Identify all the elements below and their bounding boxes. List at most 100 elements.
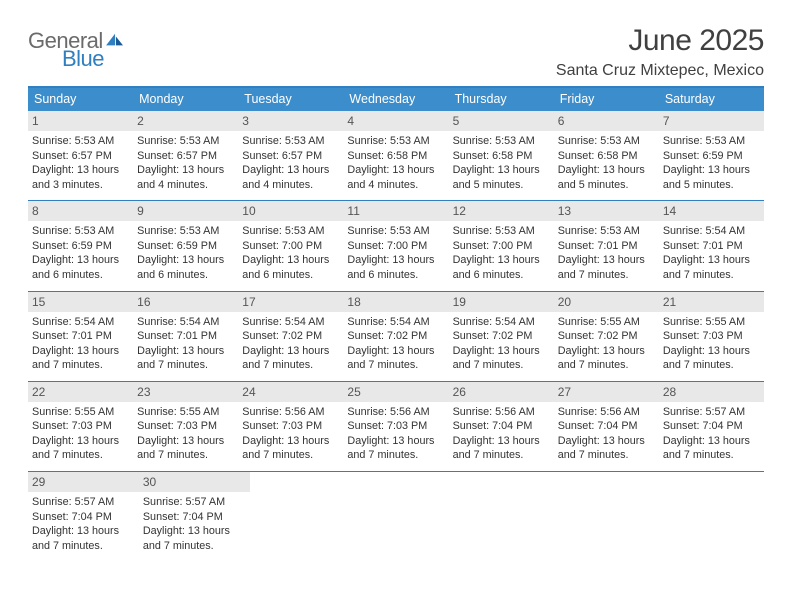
sunset-line: Sunset: 6:57 PM <box>137 149 234 164</box>
sunset-line: Sunset: 7:02 PM <box>242 329 339 344</box>
day-cell: 16Sunrise: 5:54 AMSunset: 7:01 PMDayligh… <box>133 292 238 381</box>
day-cell: 29Sunrise: 5:57 AMSunset: 7:04 PMDayligh… <box>28 472 139 561</box>
day-number: 14 <box>659 201 764 221</box>
daylight-line: Daylight: 13 hours and 7 minutes. <box>558 344 655 373</box>
day-number: 21 <box>659 292 764 312</box>
sunset-line: Sunset: 7:01 PM <box>137 329 234 344</box>
day-number: 7 <box>659 111 764 131</box>
sunset-line: Sunset: 7:04 PM <box>558 419 655 434</box>
sunset-line: Sunset: 7:03 PM <box>663 329 760 344</box>
week-row: 1Sunrise: 5:53 AMSunset: 6:57 PMDaylight… <box>28 111 764 201</box>
day-cell: 13Sunrise: 5:53 AMSunset: 7:01 PMDayligh… <box>554 201 659 290</box>
sunrise-line: Sunrise: 5:57 AM <box>663 405 760 420</box>
sunset-line: Sunset: 7:04 PM <box>453 419 550 434</box>
logo-text-blue: Blue <box>62 48 125 70</box>
weekday-header: Wednesday <box>343 88 448 111</box>
sunset-line: Sunset: 7:04 PM <box>32 510 135 525</box>
location-label: Santa Cruz Mixtepec, Mexico <box>556 62 764 80</box>
calendar-grid: Sunday Monday Tuesday Wednesday Thursday… <box>28 86 764 561</box>
daylight-line: Daylight: 13 hours and 7 minutes. <box>242 434 339 463</box>
day-cell: 24Sunrise: 5:56 AMSunset: 7:03 PMDayligh… <box>238 382 343 471</box>
day-cell: 8Sunrise: 5:53 AMSunset: 6:59 PMDaylight… <box>28 201 133 290</box>
sunrise-line: Sunrise: 5:54 AM <box>242 315 339 330</box>
sunrise-line: Sunrise: 5:53 AM <box>242 224 339 239</box>
day-number: 13 <box>554 201 659 221</box>
day-cell: 14Sunrise: 5:54 AMSunset: 7:01 PMDayligh… <box>659 201 764 290</box>
day-number: 20 <box>554 292 659 312</box>
sunset-line: Sunset: 7:02 PM <box>453 329 550 344</box>
day-number: 6 <box>554 111 659 131</box>
page-header: GeneralBlue June 2025 Santa Cruz Mixtepe… <box>28 24 764 80</box>
daylight-line: Daylight: 13 hours and 3 minutes. <box>32 163 129 192</box>
sunrise-line: Sunrise: 5:53 AM <box>453 224 550 239</box>
day-cell: 9Sunrise: 5:53 AMSunset: 6:59 PMDaylight… <box>133 201 238 290</box>
daylight-line: Daylight: 13 hours and 4 minutes. <box>242 163 339 192</box>
sunset-line: Sunset: 7:04 PM <box>143 510 246 525</box>
daylight-line: Daylight: 13 hours and 7 minutes. <box>32 524 135 553</box>
day-cell: 26Sunrise: 5:56 AMSunset: 7:04 PMDayligh… <box>449 382 554 471</box>
weekday-header: Sunday <box>28 88 133 111</box>
daylight-line: Daylight: 13 hours and 6 minutes. <box>453 253 550 282</box>
day-number: 27 <box>554 382 659 402</box>
daylight-line: Daylight: 13 hours and 6 minutes. <box>137 253 234 282</box>
sunrise-line: Sunrise: 5:54 AM <box>347 315 444 330</box>
daylight-line: Daylight: 13 hours and 7 minutes. <box>242 344 339 373</box>
weekday-header: Saturday <box>659 88 764 111</box>
daylight-line: Daylight: 13 hours and 7 minutes. <box>453 434 550 463</box>
sunset-line: Sunset: 7:01 PM <box>663 239 760 254</box>
daylight-line: Daylight: 13 hours and 5 minutes. <box>663 163 760 192</box>
sunrise-line: Sunrise: 5:55 AM <box>663 315 760 330</box>
daylight-line: Daylight: 13 hours and 7 minutes. <box>32 344 129 373</box>
day-number: 30 <box>139 472 250 492</box>
day-number: 15 <box>28 292 133 312</box>
day-number: 2 <box>133 111 238 131</box>
day-cell: 17Sunrise: 5:54 AMSunset: 7:02 PMDayligh… <box>238 292 343 381</box>
daylight-line: Daylight: 13 hours and 4 minutes. <box>347 163 444 192</box>
week-row: 15Sunrise: 5:54 AMSunset: 7:01 PMDayligh… <box>28 292 764 382</box>
sunrise-line: Sunrise: 5:57 AM <box>143 495 246 510</box>
day-cell: 20Sunrise: 5:55 AMSunset: 7:02 PMDayligh… <box>554 292 659 381</box>
sunrise-line: Sunrise: 5:53 AM <box>347 134 444 149</box>
weekday-header: Thursday <box>449 88 554 111</box>
sunrise-line: Sunrise: 5:54 AM <box>453 315 550 330</box>
sunrise-line: Sunrise: 5:56 AM <box>558 405 655 420</box>
weeks-container: 1Sunrise: 5:53 AMSunset: 6:57 PMDaylight… <box>28 111 764 561</box>
day-number: 4 <box>343 111 448 131</box>
day-cell: 28Sunrise: 5:57 AMSunset: 7:04 PMDayligh… <box>659 382 764 471</box>
sunrise-line: Sunrise: 5:56 AM <box>453 405 550 420</box>
day-cell: 4Sunrise: 5:53 AMSunset: 6:58 PMDaylight… <box>343 111 448 200</box>
day-cell: 19Sunrise: 5:54 AMSunset: 7:02 PMDayligh… <box>449 292 554 381</box>
day-cell: 10Sunrise: 5:53 AMSunset: 7:00 PMDayligh… <box>238 201 343 290</box>
day-cell: 18Sunrise: 5:54 AMSunset: 7:02 PMDayligh… <box>343 292 448 381</box>
day-number: 18 <box>343 292 448 312</box>
sunset-line: Sunset: 7:03 PM <box>32 419 129 434</box>
day-number: 22 <box>28 382 133 402</box>
daylight-line: Daylight: 13 hours and 7 minutes. <box>347 434 444 463</box>
sunset-line: Sunset: 7:01 PM <box>558 239 655 254</box>
sunrise-line: Sunrise: 5:53 AM <box>32 134 129 149</box>
daylight-line: Daylight: 13 hours and 7 minutes. <box>143 524 246 553</box>
daylight-line: Daylight: 13 hours and 6 minutes. <box>242 253 339 282</box>
day-cell: 15Sunrise: 5:54 AMSunset: 7:01 PMDayligh… <box>28 292 133 381</box>
month-title: June 2025 <box>556 24 764 58</box>
sunrise-line: Sunrise: 5:55 AM <box>137 405 234 420</box>
day-number: 25 <box>343 382 448 402</box>
sunrise-line: Sunrise: 5:54 AM <box>137 315 234 330</box>
day-cell: 27Sunrise: 5:56 AMSunset: 7:04 PMDayligh… <box>554 382 659 471</box>
sunset-line: Sunset: 6:59 PM <box>663 149 760 164</box>
day-number: 23 <box>133 382 238 402</box>
sunrise-line: Sunrise: 5:53 AM <box>137 224 234 239</box>
weekday-header: Tuesday <box>238 88 343 111</box>
sunset-line: Sunset: 7:00 PM <box>453 239 550 254</box>
sunset-line: Sunset: 7:02 PM <box>558 329 655 344</box>
sunrise-line: Sunrise: 5:53 AM <box>32 224 129 239</box>
daylight-line: Daylight: 13 hours and 7 minutes. <box>558 253 655 282</box>
daylight-line: Daylight: 13 hours and 5 minutes. <box>558 163 655 192</box>
daylight-line: Daylight: 13 hours and 7 minutes. <box>663 253 760 282</box>
day-cell: 21Sunrise: 5:55 AMSunset: 7:03 PMDayligh… <box>659 292 764 381</box>
day-cell: 5Sunrise: 5:53 AMSunset: 6:58 PMDaylight… <box>449 111 554 200</box>
day-cell: 11Sunrise: 5:53 AMSunset: 7:00 PMDayligh… <box>343 201 448 290</box>
sunrise-line: Sunrise: 5:53 AM <box>558 134 655 149</box>
sunset-line: Sunset: 7:00 PM <box>242 239 339 254</box>
day-number: 19 <box>449 292 554 312</box>
